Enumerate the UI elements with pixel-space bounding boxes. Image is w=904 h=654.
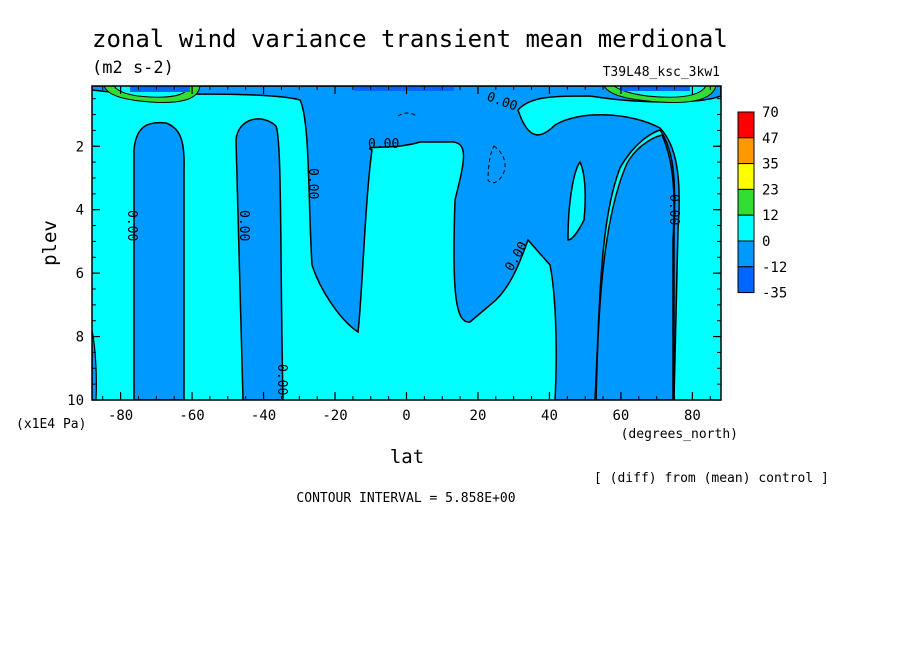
x-tick-label-5: 20 <box>470 408 487 424</box>
dashed-contour-2 <box>397 112 417 117</box>
x-axis-units: (degrees_north) <box>621 427 738 442</box>
neg-region-central <box>92 86 721 400</box>
colorbar-label-6: -12 <box>762 260 787 276</box>
contour-label-7: 0.00 <box>666 194 681 225</box>
x-tick-label-4: 0 <box>402 408 410 424</box>
colorbar-label-1: 47 <box>762 131 779 147</box>
y-tick-label-3: 8 <box>76 330 84 346</box>
x-tick-label-2: -40 <box>251 408 276 424</box>
x-axis-title: lat <box>390 446 424 468</box>
diff-note: [ (diff) from (mean) control ] <box>594 471 829 486</box>
chart-title: zonal wind variance transient mean merdi… <box>92 25 728 53</box>
colorbar-label-3: 23 <box>762 182 779 198</box>
neg-region-sh-2 <box>235 118 284 400</box>
pos-island-nh <box>567 160 586 241</box>
x-tick-label-6: 40 <box>541 408 558 424</box>
top-strip-dark-3 <box>620 86 690 91</box>
y-tick-label-1: 4 <box>76 203 84 219</box>
x-tick-label-0: -80 <box>108 408 133 424</box>
colorbar-label-5: 0 <box>762 234 770 250</box>
contour-interval-label: CONTOUR INTERVAL = 5.858E+00 <box>296 491 515 506</box>
neg-region-nh <box>595 134 675 400</box>
contour-label-4: 0.00 <box>368 137 399 152</box>
colorbar-swatch-5 <box>737 240 755 268</box>
colorbar-swatch-1 <box>737 137 755 165</box>
dashed-contour-1 <box>487 145 506 184</box>
y-tick-label-0: 2 <box>76 139 84 155</box>
x-axis: -80 -60 -40 -20 0 20 40 60 80 <box>102 86 711 424</box>
top-strip-dark-1 <box>130 86 190 92</box>
colorbar-swatch-3 <box>737 188 755 216</box>
contour-label-3: 0.00 <box>305 168 320 199</box>
colorbar-label-4: 12 <box>762 208 779 224</box>
contour-label-8: 0.00 <box>274 364 289 395</box>
colorbar-label-2: 35 <box>762 157 779 173</box>
y-axis-title: plev <box>39 220 61 266</box>
y-tick-label-4: 10 <box>67 393 84 409</box>
y-tick-label-2: 6 <box>76 266 84 282</box>
y-axis: 2 4 6 8 10 <box>67 98 721 409</box>
x-tick-label-3: -20 <box>322 408 347 424</box>
top-strip-dark-2 <box>354 86 454 91</box>
x-tick-label-1: -60 <box>179 408 204 424</box>
colorbar-label-0: 70 <box>762 105 779 121</box>
contour-label-2: 0.00 <box>236 210 251 241</box>
x-tick-label-7: 60 <box>613 408 630 424</box>
contour-label-1: 0.00 <box>124 210 139 241</box>
units-label: (m2 s-2) <box>92 58 174 78</box>
neg-region-sh-1 <box>133 121 185 400</box>
colorbar: 70 47 35 23 12 0 -12 -35 <box>737 105 787 302</box>
experiment-label: T39L48_ksc_3kw1 <box>603 65 720 80</box>
colorbar-swatch-0 <box>737 111 755 139</box>
colorbar-swatch-6 <box>737 266 755 294</box>
colorbar-swatch-2 <box>737 163 755 190</box>
x-tick-label-8: 80 <box>684 408 701 424</box>
y-axis-units: (x1E4 Pa) <box>16 417 86 432</box>
colorbar-swatch-4 <box>737 214 755 242</box>
plot-area <box>92 86 721 400</box>
colorbar-label-7: -35 <box>762 286 787 302</box>
